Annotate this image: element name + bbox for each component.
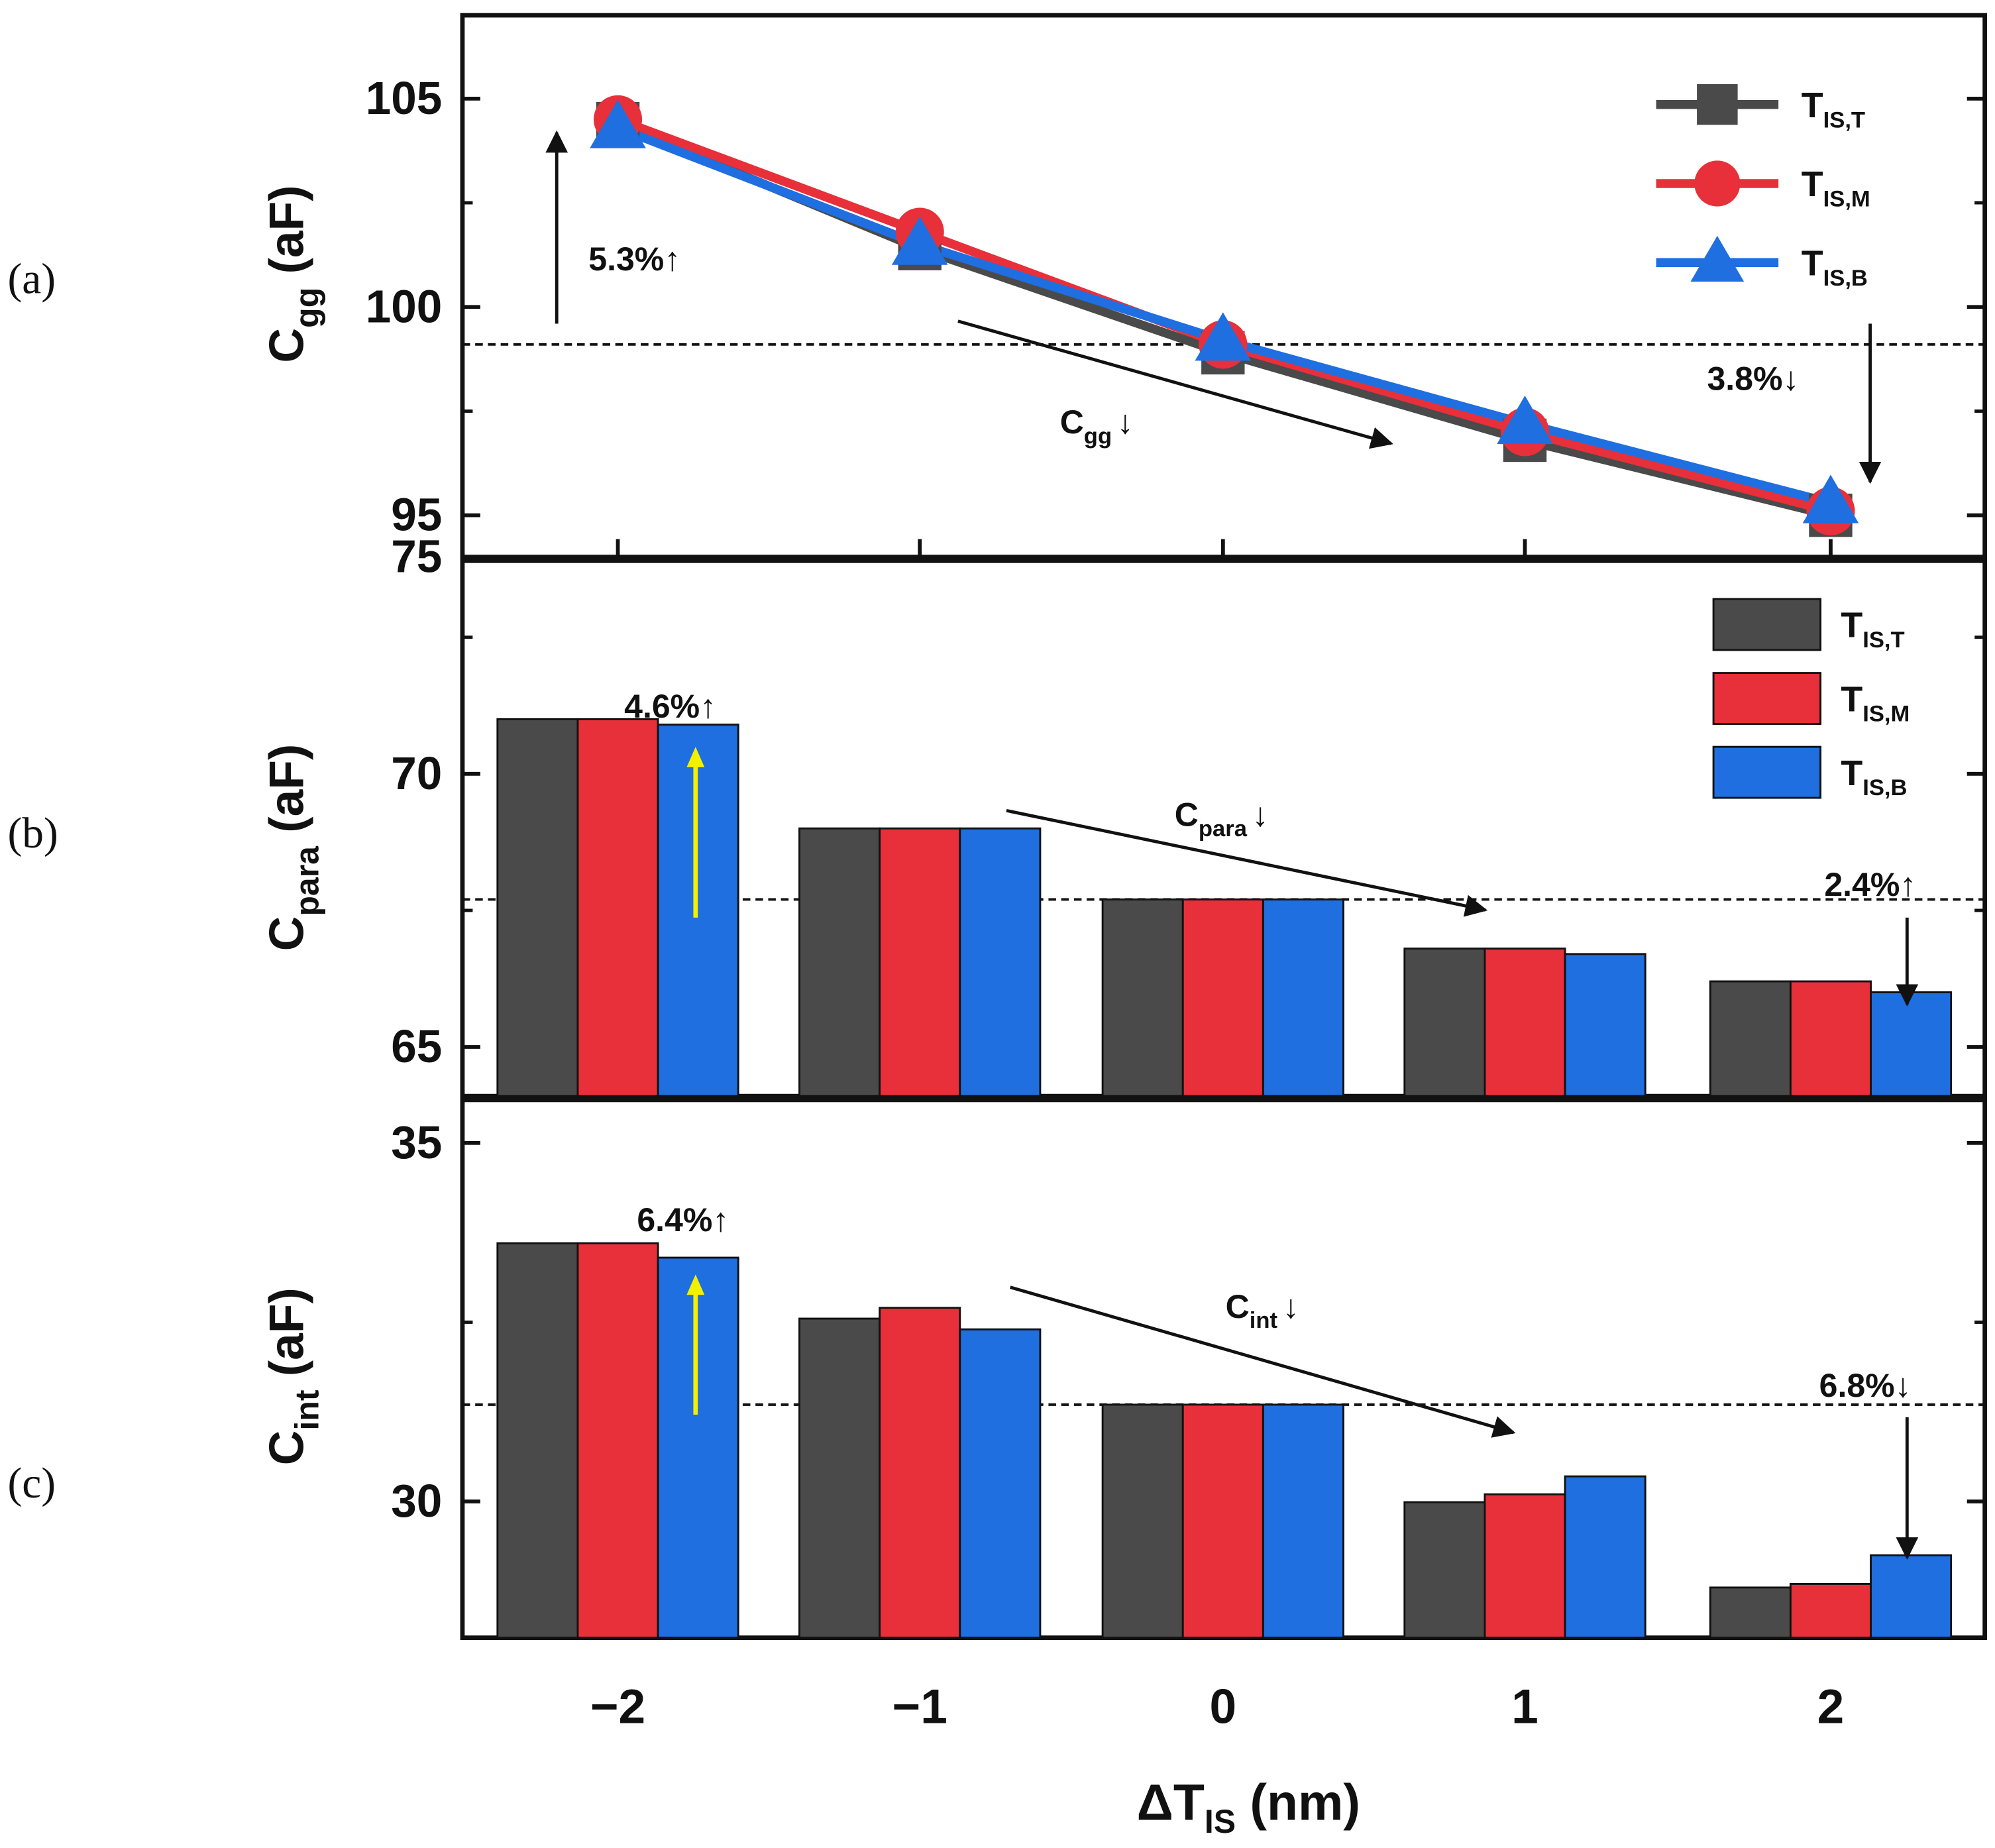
- arrow-b-trend: [1006, 808, 1488, 917]
- annotation-a-increase: 5.3%↑: [588, 241, 680, 278]
- legend-is-t-label: TIS,T: [1841, 606, 1904, 653]
- legend-is-t-label: TIS,T: [1802, 85, 1865, 133]
- panel-b-plot: 70 65 TIS,T TIS,M TIS,B: [391, 558, 1987, 1099]
- legend-is-t-marker: [1697, 83, 1738, 125]
- data-point-is-b: [891, 216, 948, 265]
- bar-is-t: [798, 827, 881, 1097]
- legend-is-b-swatch: [1712, 745, 1822, 799]
- data-point-is-b: [590, 99, 646, 148]
- data-point-is-b: [1497, 396, 1553, 445]
- annotation-c-increase: 6.4%↑: [637, 1201, 729, 1238]
- bar-is-b: [959, 827, 1042, 1097]
- x-axis-title: ΔTIS (nm): [1137, 1774, 1360, 1840]
- legend-is-b-label: TIS,B: [1841, 753, 1907, 800]
- annotation-b-increase: 4.6%↑: [624, 688, 716, 725]
- x-tick-label: −1: [892, 1680, 947, 1733]
- bar-is-m: [576, 718, 659, 1097]
- bar-is-b: [657, 1256, 739, 1639]
- bar-is-b: [1870, 1554, 1953, 1639]
- bar-is-m: [1789, 980, 1872, 1097]
- y-axis-label-b: Cpara (aF): [260, 744, 326, 951]
- annotation-a-trend: Cgg ↓: [1060, 404, 1134, 449]
- bar-is-t: [1403, 1501, 1486, 1639]
- bar-is-m: [1483, 1493, 1566, 1639]
- panel-label-a: (a): [8, 255, 56, 303]
- bar-is-b: [1262, 898, 1344, 1097]
- y-tick-label: 35: [391, 1116, 442, 1168]
- y-tick-label: 95: [391, 489, 442, 541]
- x-tick-label: 1: [1511, 1680, 1538, 1733]
- bar-is-m: [1483, 948, 1566, 1097]
- bar-is-t: [1709, 1586, 1792, 1639]
- panel-c-plot: 35 30: [391, 1097, 1987, 1640]
- bar-is-b: [657, 724, 739, 1097]
- annotation-a-decrease: 3.8%↓: [1707, 360, 1799, 398]
- bar-is-t: [496, 718, 579, 1097]
- bar-is-t: [1403, 948, 1486, 1097]
- bar-is-t: [496, 1242, 579, 1639]
- bar-is-t: [798, 1317, 881, 1639]
- data-point-is-b: [1802, 474, 1859, 523]
- bar-is-t: [1101, 1403, 1184, 1639]
- y-tick-label: 70: [391, 747, 442, 799]
- x-tick-label: −2: [590, 1680, 645, 1733]
- bar-is-m: [879, 1307, 961, 1639]
- arrowhead-c-increase: [686, 1274, 705, 1295]
- annotation-c-decrease: 6.8%↓: [1819, 1367, 1912, 1404]
- bar-is-m: [1181, 898, 1264, 1097]
- annotation-b-trend: Cpara ↓: [1175, 796, 1269, 841]
- bar-is-b: [1262, 1403, 1344, 1639]
- arrow-a-trend: [957, 319, 1393, 449]
- legend-is-m-label: TIS,M: [1841, 679, 1910, 726]
- panel-label-c: (c): [8, 1460, 56, 1507]
- legend-is-b-marker: [1690, 235, 1745, 282]
- annotation-b-decrease: 2.4%↑: [1824, 866, 1916, 903]
- bar-is-b: [1564, 1475, 1646, 1639]
- bar-is-t: [1709, 980, 1792, 1097]
- bar-is-t: [1101, 898, 1184, 1097]
- y-tick-label: 30: [391, 1475, 442, 1527]
- legend-is-m-label: TIS,M: [1802, 164, 1870, 211]
- arrow-c-trend: [1010, 1285, 1516, 1438]
- annotation-c-trend: Cint ↓: [1226, 1288, 1299, 1333]
- legend-is-m-swatch: [1712, 672, 1822, 725]
- bar-is-b: [959, 1328, 1042, 1639]
- bar-is-m: [879, 827, 961, 1097]
- arrowhead-b-increase: [686, 747, 705, 767]
- bar-is-b: [1564, 953, 1646, 1097]
- y-tick-label: 105: [366, 72, 442, 124]
- y-axis-break-label: 75: [391, 531, 442, 582]
- panel-label-b: (b): [8, 810, 58, 857]
- x-tick-label: 0: [1210, 1680, 1237, 1733]
- legend-is-t-swatch: [1712, 598, 1822, 651]
- x-axis-ticks: −2 −1 0 1 2: [590, 1680, 1844, 1733]
- bar-is-m: [576, 1242, 659, 1639]
- bar-is-b: [1870, 991, 1953, 1097]
- legend-is-m-marker: [1694, 160, 1741, 207]
- data-point-is-b: [1195, 312, 1252, 361]
- y-axis-label-c: Cint (aF): [260, 1287, 326, 1465]
- y-tick-label: 65: [391, 1020, 442, 1072]
- x-tick-label: 2: [1817, 1680, 1845, 1733]
- y-axis-label-a: Cgg (aF): [260, 185, 326, 362]
- y-tick-label: 100: [366, 280, 442, 332]
- legend-is-b-label: TIS,B: [1802, 243, 1868, 290]
- bar-is-m: [1789, 1583, 1872, 1639]
- bar-is-m: [1181, 1403, 1264, 1639]
- plot-frame-a: [460, 13, 1987, 559]
